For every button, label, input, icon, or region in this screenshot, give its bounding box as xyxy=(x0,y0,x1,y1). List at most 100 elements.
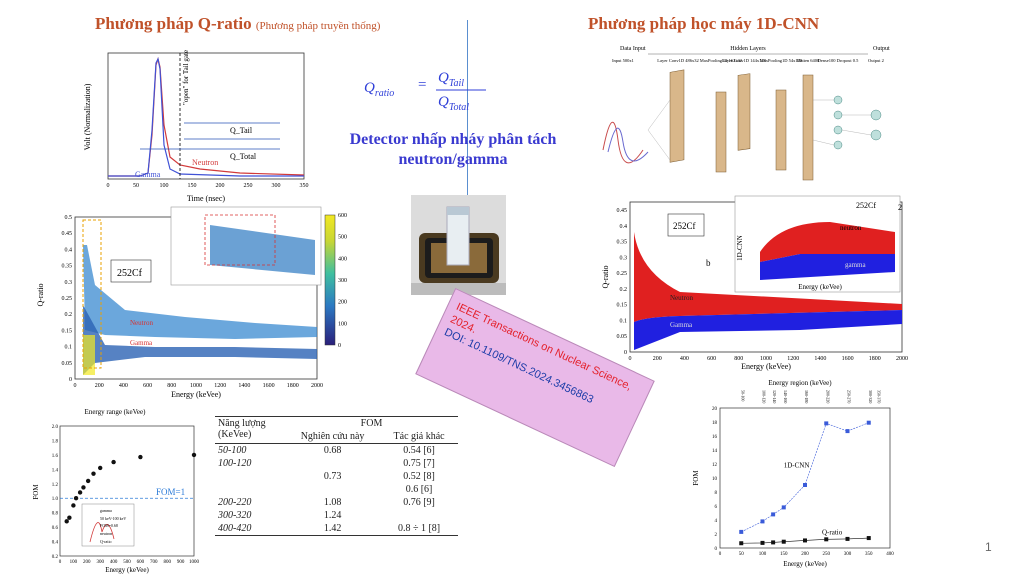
fom-left-xtick: 200 xyxy=(83,560,91,565)
fom-right-ytick: 8 xyxy=(715,491,718,496)
psd-left-gamma-label: Gamma xyxy=(130,339,153,347)
psd-left-yticks: 0 0.05 0.1 0.15 0.2 0.25 0.3 0.35 0.4 0.45 0.5 xyxy=(62,215,73,383)
psd-left-xtick: 1800 xyxy=(287,383,299,389)
fom-comparison-chart: Energy region (keVee) 024681012141618200… xyxy=(690,376,900,572)
psd-right-ytick: 0.15 xyxy=(617,303,628,309)
psd-right-panel-label: b xyxy=(706,258,711,268)
pulse-gamma-label: Gamma xyxy=(135,170,161,179)
fom-right-ytick: 0 xyxy=(715,547,718,552)
fom-left-point xyxy=(91,471,96,476)
fom-left-ytick: 1.8 xyxy=(52,439,59,444)
left-title-subtitle: (Phương pháp truyền thống) xyxy=(255,20,381,32)
pulse-xtick: 0 xyxy=(107,183,110,189)
cnn-label-hidden: Hidden Layers xyxy=(730,46,766,52)
cnn-label-output: Output xyxy=(873,46,890,52)
table-cell-energy xyxy=(215,483,285,496)
psd-right-xtick: 1800 xyxy=(869,356,881,362)
svg-text:=: = xyxy=(418,77,426,93)
psd-inset-xlabel: Energy (keVee) xyxy=(798,283,842,291)
psd-right-xticks: 0 200 400 600 800 1000 1200 1400 1600 1800 2000 xyxy=(629,356,909,362)
fom-series-point xyxy=(771,540,776,545)
cnn-layer-label: Flatten 6400 xyxy=(797,58,820,63)
table-row: 0.6 [6] xyxy=(215,483,458,496)
psd-right-ytick: 0.45 xyxy=(617,208,628,214)
cnn-layer-label: MaxPooling1D 54x128 xyxy=(760,58,803,63)
colorbar-tick: 300 xyxy=(338,278,347,284)
fom-left-ytick: 1.4 xyxy=(52,468,59,473)
psd-left-xtick: 400 xyxy=(119,383,128,389)
page-number: 1 xyxy=(985,540,992,554)
cnn-layer-label: Layer Conv1D 144x128 xyxy=(722,58,766,63)
colorbar-tick: 600 xyxy=(338,213,347,219)
svg-text:QTail: QTail xyxy=(438,70,464,89)
fom-right-ytick: 2 xyxy=(715,533,718,538)
center-divider xyxy=(467,20,468,280)
psd-left-ytick: 0.25 xyxy=(62,296,73,302)
psd-inset-source: 252Cf xyxy=(856,201,876,210)
psd-left-ytick: 0.3 xyxy=(65,280,73,286)
fom-right-xtick: 300 xyxy=(844,552,852,557)
fom-left-xtick: 500 xyxy=(123,560,131,565)
fom-left-xlabel: Energy (keVee) xyxy=(105,566,149,574)
fom-series-point xyxy=(781,539,786,544)
fom-left-xtick: 900 xyxy=(177,560,185,565)
fom-series-point xyxy=(845,536,850,541)
psd-right-xtick: 1600 xyxy=(842,356,854,362)
pulse-xtick: 200 xyxy=(216,183,225,189)
pulse-qtotal-label: Q_Total xyxy=(230,152,257,161)
psd-left-xtick: 1400 xyxy=(238,383,250,389)
fom-left-top-label: Energy range (keVee) xyxy=(85,408,147,416)
table-cell-this: 0.68 xyxy=(323,445,342,456)
psd-left-xtick: 200 xyxy=(95,383,104,389)
fom-left-inset: gamma 50 keV-100 keV FOM=0.68 neutron Q-rati… xyxy=(81,503,135,547)
fom-left-point xyxy=(81,485,86,490)
fom-series-point xyxy=(771,512,776,517)
fom-right-xtick: 150 xyxy=(780,552,788,557)
fom-left-xtick: 1000 xyxy=(189,560,200,565)
fom-right-xlabel: Energy (keVee) xyxy=(783,560,827,568)
psd-left-ytick: 0.4 xyxy=(65,247,73,253)
fom-right-xtick: 0 xyxy=(719,552,722,557)
psd-right-ytick: 0 xyxy=(624,350,627,356)
fom-left-xtick: 600 xyxy=(137,560,145,565)
psd-right-neutron-label: Neutron xyxy=(670,294,693,302)
pulse-qtail-label: Q_Tail xyxy=(230,126,253,135)
fom-left-xtick: 400 xyxy=(110,560,118,565)
table-header-energy: Năng lượng (KeVee) xyxy=(218,418,266,440)
fom-right-top-tick: 300-320 xyxy=(868,390,873,403)
psd-right-xtick: 1200 xyxy=(787,356,799,362)
psd-left-ytick: 0.15 xyxy=(62,328,73,334)
table-header-fom: FOM xyxy=(360,418,383,429)
psd-left-xtick: 1200 xyxy=(214,383,226,389)
table-cell-others: 0.8 ÷ 1 [8] xyxy=(397,523,441,534)
psd-right-ylabel: Q-ratio xyxy=(601,265,610,288)
table-row: 300-320 1.24 xyxy=(215,509,458,522)
table-row: 0.73 0.52 [8] xyxy=(215,470,458,483)
psd-inset-neutron-label: neutron xyxy=(840,224,862,232)
pulse-xlabel: Time (nsec) xyxy=(187,194,225,203)
fom-series-label: 1D-CNN xyxy=(784,462,810,470)
formula-den-sub: Total xyxy=(449,102,469,112)
cnn-layer-label: MaxPooling1D 162x32 xyxy=(700,58,742,63)
fom-left-point xyxy=(98,465,103,471)
psd-right-xtick: 0 xyxy=(629,356,632,362)
left-section-title: Phương pháp Q-ratio (Phương pháp truyền … xyxy=(95,14,380,34)
fom-left-xtick: 0 xyxy=(59,560,62,565)
cnn-layer-labels: Input 500x1 Layer Conv1D 486x32 MaxPooling… xyxy=(612,58,884,63)
psd-gamma-band xyxy=(83,305,317,375)
table-row: 400-420 1.42 0.8 ÷ 1 [8] xyxy=(215,522,458,536)
fom-right-top-tick: 100-120 xyxy=(762,390,767,403)
fom-right-ytick: 12 xyxy=(712,463,718,468)
fom-right-top-label: Energy region (keVee) xyxy=(768,379,832,387)
fom-right-top-tick: 350-370 xyxy=(876,390,881,403)
fom-qratio-chart: Energy range (keVee) 0.2 0.4 0.6 0.8 1.0 1.2 1… xyxy=(30,404,200,576)
fom-right-xtick: 50 xyxy=(739,552,745,557)
pulse-xticks: 0 50 100 150 200 250 300 350 xyxy=(107,183,309,189)
fom-left-inset-label: gamma xyxy=(100,508,112,513)
psd-neutron-band xyxy=(83,245,317,339)
formula-lhs: Q xyxy=(364,80,375,96)
fom-left-point xyxy=(138,454,143,460)
fom-right-xtick: 200 xyxy=(801,552,809,557)
psd-left-ytick: 0.35 xyxy=(62,264,73,270)
table-cell-energy: 50-100 xyxy=(218,445,247,456)
